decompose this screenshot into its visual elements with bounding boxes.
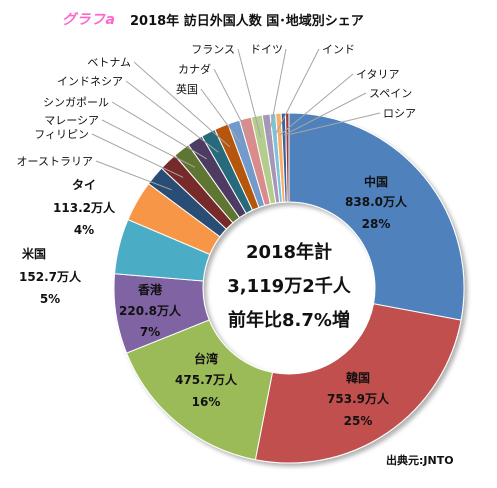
- slice-4-label-pct: 5%: [40, 292, 60, 306]
- slice-0-label-value: 838.0万人: [345, 194, 408, 209]
- slice-15-label-name: ドイツ: [250, 43, 283, 56]
- slice-18-leader-line: [283, 92, 367, 136]
- slice-3-label-value: 220.8万人: [119, 303, 182, 318]
- slice-10-label-name: インドネシア: [57, 75, 123, 88]
- center-yoy-change: 前年比8.7%増: [228, 309, 350, 331]
- slice-10-leader-line: [125, 80, 219, 153]
- slice-5-label-pct: 4%: [74, 223, 94, 237]
- center-total-value: 3,119万2千人: [227, 276, 351, 297]
- slice-6-leader-line: [95, 160, 172, 191]
- pie-slices: [113, 112, 465, 464]
- slice-15-leader-line: [268, 48, 287, 137]
- slice-2-label-name: 台湾: [194, 351, 218, 366]
- slice-3-label-pct: 7%: [140, 325, 160, 339]
- slice-5-label-name: タイ: [72, 178, 96, 192]
- slice-16-leader-line: [274, 48, 320, 136]
- slice-13-leader-line: [213, 68, 252, 141]
- slice-9-label-name: シンガポール: [43, 96, 109, 109]
- slice-7-leader-line: [91, 133, 184, 178]
- slice-2-label-pct: 16%: [192, 395, 221, 409]
- leader-lines: [91, 48, 381, 191]
- source-note: 出典元:JNTO: [386, 454, 454, 467]
- slice-0-label-pct: 28%: [362, 217, 391, 231]
- slice-1-label-name: 韓国: [346, 370, 370, 385]
- slice-3-label-name: 香港: [137, 282, 163, 297]
- slice-4-label-value: 152.7万人: [19, 269, 82, 284]
- slice-9-leader-line: [111, 101, 208, 160]
- slice-1-label-pct: 25%: [344, 414, 373, 428]
- slice-13-label-name: カナダ: [178, 62, 211, 76]
- slice-0-label-name: 中国: [364, 174, 388, 189]
- slice-0-wedge: [288, 112, 465, 321]
- slice-1-wedge: [254, 303, 462, 464]
- center-total-year: 2018年計: [246, 241, 332, 263]
- slice-12-leader-line: [200, 88, 242, 144]
- slice-14-leader-line: [237, 48, 262, 138]
- chart-title: 2018年 訪日外国人数 国･地域別シェア: [130, 14, 364, 29]
- slice-11-label-name: ベトナム: [87, 56, 131, 69]
- slice-16-label-name: インド: [322, 43, 355, 56]
- slice-1-label-value: 753.9万人: [327, 391, 390, 406]
- slice-6-label-name: オーストラリア: [17, 155, 93, 168]
- slice-19-leader-line: [287, 112, 381, 136]
- slice-19-label-name: ロシア: [383, 107, 416, 120]
- slice-8-label-name: マレーシア: [44, 114, 99, 127]
- slice-18-label-name: スペイン: [369, 87, 412, 100]
- slice-5-label-value: 113.2万人: [53, 200, 116, 215]
- center-label: 2018年計 3,119万2千人 前年比8.7%増: [227, 241, 351, 331]
- slice-labels: 中国 838.0万人 28% 韓国 753.9万人 25% 台湾 475.7万人 16% 香港 22…: [17, 43, 416, 428]
- slice-17-leader-line: [279, 73, 354, 136]
- slice-14-label-name: フランス: [191, 43, 235, 56]
- slice-7-label-name: フィリピン: [34, 128, 89, 141]
- brand-logo: グラフa: [62, 12, 116, 28]
- slice-17-label-name: イタリア: [356, 68, 400, 81]
- slice-12-label-name: 英国: [176, 82, 198, 96]
- slice-11-leader-line: [133, 61, 231, 148]
- slice-4-label-name: 米国: [22, 246, 46, 261]
- slice-8-leader-line: [101, 119, 196, 168]
- slice-2-label-value: 475.7万人: [175, 372, 238, 387]
